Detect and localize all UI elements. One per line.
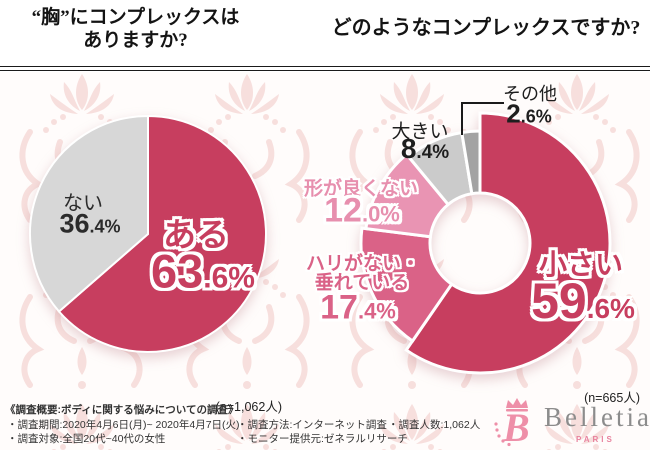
slice-value-sonota: 2.6% [506, 98, 552, 129]
slice-label-hari-line1: ハリがない・ [305, 253, 421, 275]
belletia-paris-text: PARIS [576, 435, 615, 444]
survey-monitor: ・モニター提供元:ゼネラルリサーチ [237, 433, 408, 445]
slice-label-hari-line2: 垂れている [314, 272, 410, 294]
svg-text:B: B [502, 405, 530, 448]
donut-slice-0 [404, 111, 612, 375]
pie-chart-complex-exists [29, 114, 267, 353]
survey-count: ・調査人数:1,062人 [388, 419, 481, 431]
sample-size-right: (n=665人) [584, 391, 640, 405]
slice-label-ookii: 大きい [391, 121, 449, 143]
slice-label-aru: ある [163, 216, 229, 253]
slice-label-nai: ない [63, 192, 103, 215]
donut-chart-complex-types [359, 111, 612, 375]
left-chart-title: “胸”にコンプレックスは ありますか? [8, 6, 263, 52]
belletia-brand-text: Belletia [544, 402, 650, 432]
right-chart-title: どのようなコンプレックスですか? [331, 17, 641, 39]
double-rule-divider [0, 66, 650, 71]
survey-overview-title: 《調査概要:ボディに関する悩みについての調査》 [5, 404, 239, 416]
survey-method: ・調査方法:インターネット調査 [237, 419, 387, 431]
left-chart-title-line2: ありますか? [83, 30, 188, 52]
survey-target: ・調査対象:全国20代~40代の女性 [7, 433, 166, 445]
belletia-crown-b-emblem: B [494, 398, 530, 450]
sonota-callout-line [461, 102, 504, 135]
slice-label-chiisai: 小さい [538, 249, 624, 280]
slice-value-katachi: 12.0% [324, 191, 400, 230]
slice-value-nai: 36.4% [59, 208, 121, 239]
pie-slice-0 [57, 114, 267, 353]
sample-size-left: (n=1,062人) [215, 400, 282, 414]
slice-value-ookii: 8.4% [400, 133, 450, 164]
slice-value-hari: 17.4% [320, 288, 396, 327]
slice-value-chiisai: 59.6% [531, 273, 635, 329]
slice-label-sonota: その他 [503, 84, 557, 104]
donut-slice-1 [359, 226, 454, 344]
survey-period: ・調査期間:2020年4月6日(月)~ 2020年4月7日(火) [7, 419, 240, 431]
pie-slice-1 [29, 114, 149, 313]
slice-label-katachi: 形が良くない [303, 178, 419, 200]
slice-value-aru: 63.6% [151, 244, 255, 298]
donut-slice-2 [364, 152, 451, 239]
left-chart-title-line1: “胸”にコンプレックスは [31, 7, 240, 28]
belletia-logo: B Belletia PARIS [490, 396, 650, 450]
donut-slice-4 [460, 129, 482, 196]
